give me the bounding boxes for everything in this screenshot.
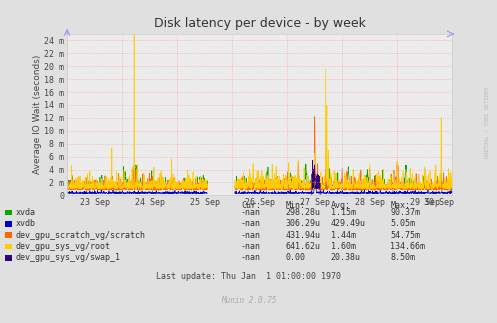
Text: 306.29u: 306.29u [286, 219, 321, 228]
Text: Last update: Thu Jan  1 01:00:00 1970: Last update: Thu Jan 1 01:00:00 1970 [156, 272, 341, 281]
Text: 641.62u: 641.62u [286, 242, 321, 251]
Text: 298.28u: 298.28u [286, 208, 321, 217]
Text: 8.50m: 8.50m [390, 253, 415, 262]
Text: Min:: Min: [286, 201, 306, 210]
Text: dev_gpu_sys_vg/root: dev_gpu_sys_vg/root [16, 242, 111, 251]
Text: xvdb: xvdb [16, 219, 36, 228]
Text: Munin 2.0.75: Munin 2.0.75 [221, 296, 276, 305]
Text: Avg:: Avg: [331, 201, 350, 210]
Text: -nan: -nan [241, 219, 261, 228]
Text: 54.75m: 54.75m [390, 231, 420, 240]
Y-axis label: Average IO Wait (seconds): Average IO Wait (seconds) [32, 55, 42, 174]
Text: 134.66m: 134.66m [390, 242, 425, 251]
Text: dev_gpu_sys_vg/swap_1: dev_gpu_sys_vg/swap_1 [16, 253, 121, 262]
Text: 429.49u: 429.49u [331, 219, 365, 228]
Text: 1.60m: 1.60m [331, 242, 355, 251]
Text: 1.44m: 1.44m [331, 231, 355, 240]
Text: 0.00: 0.00 [286, 253, 306, 262]
Text: 5.05m: 5.05m [390, 219, 415, 228]
Title: Disk latency per device - by week: Disk latency per device - by week [154, 17, 366, 30]
Text: xvda: xvda [16, 208, 36, 217]
Text: Max:: Max: [390, 201, 410, 210]
Text: 20.38u: 20.38u [331, 253, 360, 262]
Text: dev_gpu_scratch_vg/scratch: dev_gpu_scratch_vg/scratch [16, 231, 146, 240]
Text: -nan: -nan [241, 253, 261, 262]
Text: 90.37m: 90.37m [390, 208, 420, 217]
Text: -nan: -nan [241, 208, 261, 217]
Text: RRDTOOL / TOBI OETIKER: RRDTOOL / TOBI OETIKER [485, 87, 490, 159]
Text: Cur:: Cur: [241, 201, 261, 210]
Text: -nan: -nan [241, 231, 261, 240]
Text: -nan: -nan [241, 242, 261, 251]
Text: 431.94u: 431.94u [286, 231, 321, 240]
Text: 1.15m: 1.15m [331, 208, 355, 217]
